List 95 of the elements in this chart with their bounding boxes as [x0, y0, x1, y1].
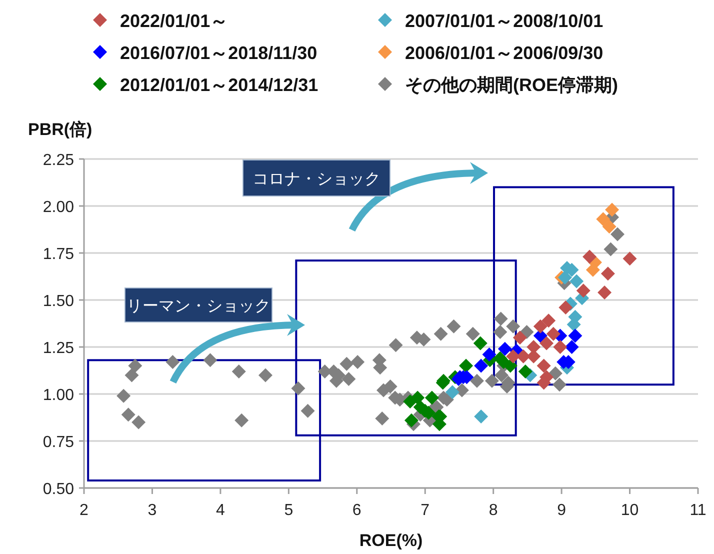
point	[604, 242, 618, 256]
annotation: リーマン・ショック	[126, 298, 270, 315]
point	[596, 212, 610, 226]
point	[234, 413, 249, 428]
legend-label: 2016/07/01～2018/11/30	[120, 43, 318, 63]
x-tick-label: 8	[488, 502, 498, 519]
point	[518, 364, 532, 378]
point	[558, 270, 572, 284]
point	[434, 326, 448, 341]
point	[124, 368, 139, 382]
point	[558, 300, 573, 315]
point	[564, 340, 579, 354]
x-tick-label: 4	[216, 502, 225, 519]
point	[484, 374, 499, 388]
point	[445, 385, 460, 400]
point	[375, 411, 390, 426]
point	[582, 250, 597, 264]
point	[598, 285, 612, 300]
point	[466, 326, 480, 341]
point	[482, 348, 496, 362]
point	[388, 338, 403, 352]
point	[622, 252, 637, 266]
point	[503, 358, 518, 373]
point	[410, 390, 425, 405]
point	[473, 336, 488, 350]
x-tick-label: 2	[80, 502, 89, 519]
point	[459, 358, 474, 373]
point	[300, 404, 315, 418]
point	[552, 378, 567, 392]
point	[602, 220, 616, 234]
legend-label: 2012/01/01～2014/12/31	[120, 75, 318, 95]
legend-label: その他の期間(ROE停滞期)	[405, 75, 618, 95]
y-tick-label: 1.50	[42, 293, 74, 310]
point	[232, 364, 246, 378]
point	[291, 381, 306, 396]
point	[506, 319, 520, 334]
point	[470, 374, 484, 388]
point	[132, 415, 146, 430]
point	[540, 336, 554, 350]
point	[342, 372, 356, 386]
y-tick-label: 2.25	[42, 152, 74, 169]
point	[553, 340, 568, 354]
point	[536, 358, 551, 373]
point	[570, 274, 584, 288]
y-tick-label: 1.25	[42, 340, 74, 357]
point	[454, 383, 469, 398]
y-tick-label: 0.75	[42, 434, 74, 451]
point	[474, 358, 488, 373]
point	[494, 368, 509, 382]
y-tick-label: 2.00	[42, 199, 74, 216]
point	[203, 353, 218, 368]
point	[340, 356, 354, 371]
point	[576, 284, 590, 298]
point	[610, 227, 624, 242]
x-tick-label: 3	[148, 502, 157, 519]
point	[533, 319, 548, 334]
point	[128, 358, 142, 373]
point	[424, 390, 439, 405]
point	[542, 314, 556, 328]
point	[350, 355, 365, 370]
point	[512, 330, 527, 345]
x-tick-label: 5	[284, 502, 294, 519]
y-tick-label: 1.75	[42, 246, 74, 263]
point	[494, 312, 508, 326]
legend-label: 2007/01/01～2008/10/01	[405, 11, 604, 31]
x-tick-label: 6	[352, 502, 362, 519]
point	[548, 366, 562, 380]
annotation: コロナ・ショック	[252, 171, 380, 188]
point	[166, 355, 180, 370]
x-tick-label: 7	[420, 502, 430, 519]
point	[493, 324, 508, 339]
legend-label: 2022/01/01～	[120, 11, 228, 31]
x-tick-label: 10	[620, 502, 639, 519]
point	[600, 266, 615, 281]
point	[546, 326, 560, 341]
point	[404, 413, 418, 428]
x-tick-label: 9	[557, 502, 566, 519]
x-axis-title: ROE(%)	[359, 531, 423, 550]
point	[383, 379, 398, 394]
point	[568, 328, 582, 343]
y-tick-label: 0.50	[42, 481, 74, 498]
point	[498, 342, 512, 356]
point	[516, 349, 530, 364]
legend-label: 2006/01/01～2006/09/30	[405, 43, 604, 63]
point	[506, 349, 520, 364]
y-tick-label: 1.00	[42, 387, 74, 404]
point	[121, 408, 136, 422]
point	[474, 410, 488, 424]
x-tick-label: 11	[690, 502, 706, 519]
y-axis-title: PBR(倍)	[28, 120, 92, 139]
point	[605, 202, 620, 217]
point	[520, 324, 534, 339]
point	[446, 319, 461, 334]
point	[116, 388, 131, 403]
point	[258, 368, 272, 382]
